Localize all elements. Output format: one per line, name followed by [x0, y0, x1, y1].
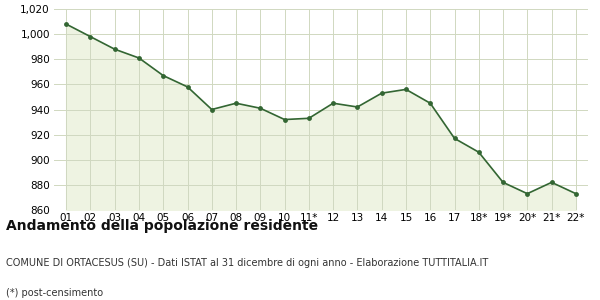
Text: (*) post-censimento: (*) post-censimento [6, 288, 103, 298]
Text: COMUNE DI ORTACESUS (SU) - Dati ISTAT al 31 dicembre di ogni anno - Elaborazione: COMUNE DI ORTACESUS (SU) - Dati ISTAT al… [6, 258, 488, 268]
Text: Andamento della popolazione residente: Andamento della popolazione residente [6, 219, 318, 233]
